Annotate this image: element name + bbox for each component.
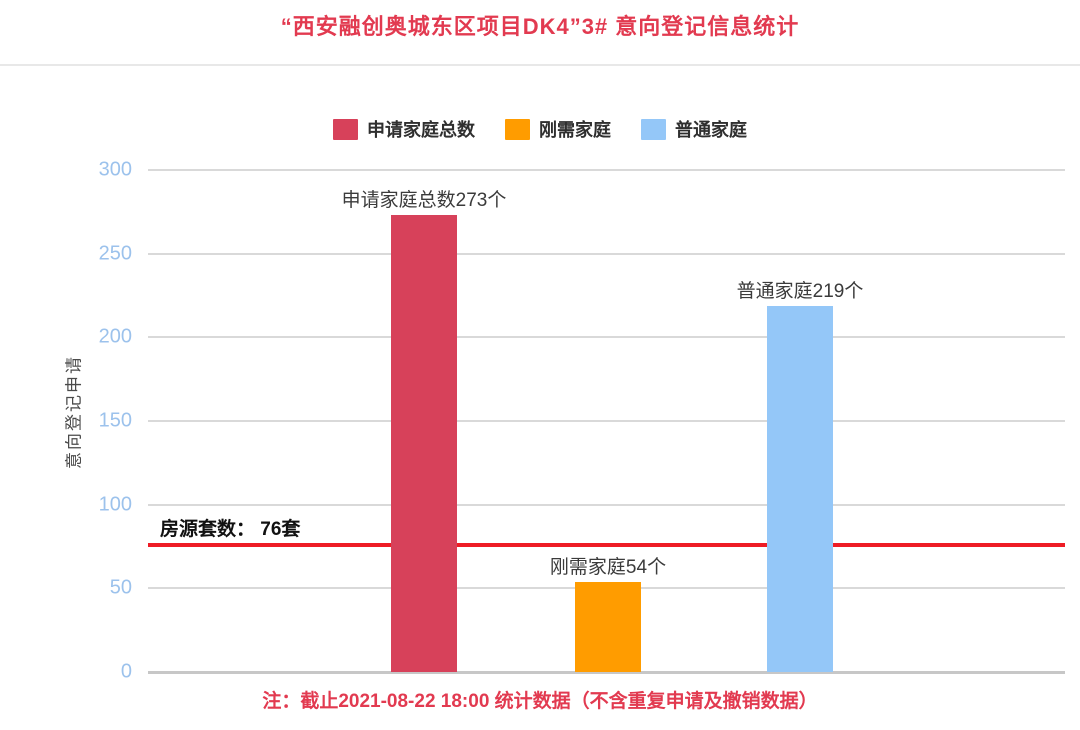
gridline-y-250: [148, 252, 1065, 255]
legend: 申请家庭总数 刚需家庭 普通家庭: [0, 116, 1080, 142]
legend-label-total: 申请家庭总数: [367, 120, 475, 140]
bar-1: [391, 215, 457, 672]
y-tick-label-250: 250: [98, 242, 132, 265]
gridline-y-300: [148, 169, 1065, 171]
gridline-y-0: [148, 671, 1065, 674]
y-tick-label-150: 150: [98, 409, 132, 432]
legend-swatch-rigid-demand: [505, 118, 530, 140]
chart-title: “西安融创奥城东区项目DK4”3# 意向登记信息统计: [280, 14, 800, 39]
gridline-y-200: [148, 336, 1065, 339]
bar-label-2: 刚需家庭54个: [549, 556, 667, 578]
y-tick-label-200: 200: [98, 325, 132, 348]
y-tick-label-100: 100: [98, 493, 132, 516]
reference-line-label: 房源套数： 76套: [160, 518, 301, 540]
legend-swatch-ordinary: [641, 118, 666, 140]
legend-label-ordinary: 普通家庭: [675, 120, 747, 140]
legend-label-rigid-demand: 刚需家庭: [539, 120, 611, 140]
title-divider: [0, 64, 1080, 66]
bar-label-3: 普通家庭219个: [736, 280, 864, 302]
footer-note: 注：截止2021-08-22 18:00 统计数据（不含重复申请及撤销数据）: [262, 691, 818, 712]
bar-label-1: 申请家庭总数273个: [341, 190, 507, 212]
bar-3: [767, 305, 833, 672]
gridline-y-100: [148, 503, 1065, 506]
bar-2: [575, 581, 641, 672]
reference-line: [148, 542, 1065, 547]
legend-swatch-total: [333, 118, 358, 140]
legend-item-total: 申请家庭总数: [333, 116, 475, 142]
y-tick-label-50: 50: [109, 576, 132, 599]
legend-item-ordinary: 普通家庭: [641, 116, 747, 142]
legend-item-rigid-demand: 刚需家庭: [505, 116, 611, 142]
y-tick-label-0: 0: [120, 660, 132, 683]
gridline-y-150: [148, 420, 1065, 422]
y-tick-label-300: 300: [98, 158, 132, 181]
